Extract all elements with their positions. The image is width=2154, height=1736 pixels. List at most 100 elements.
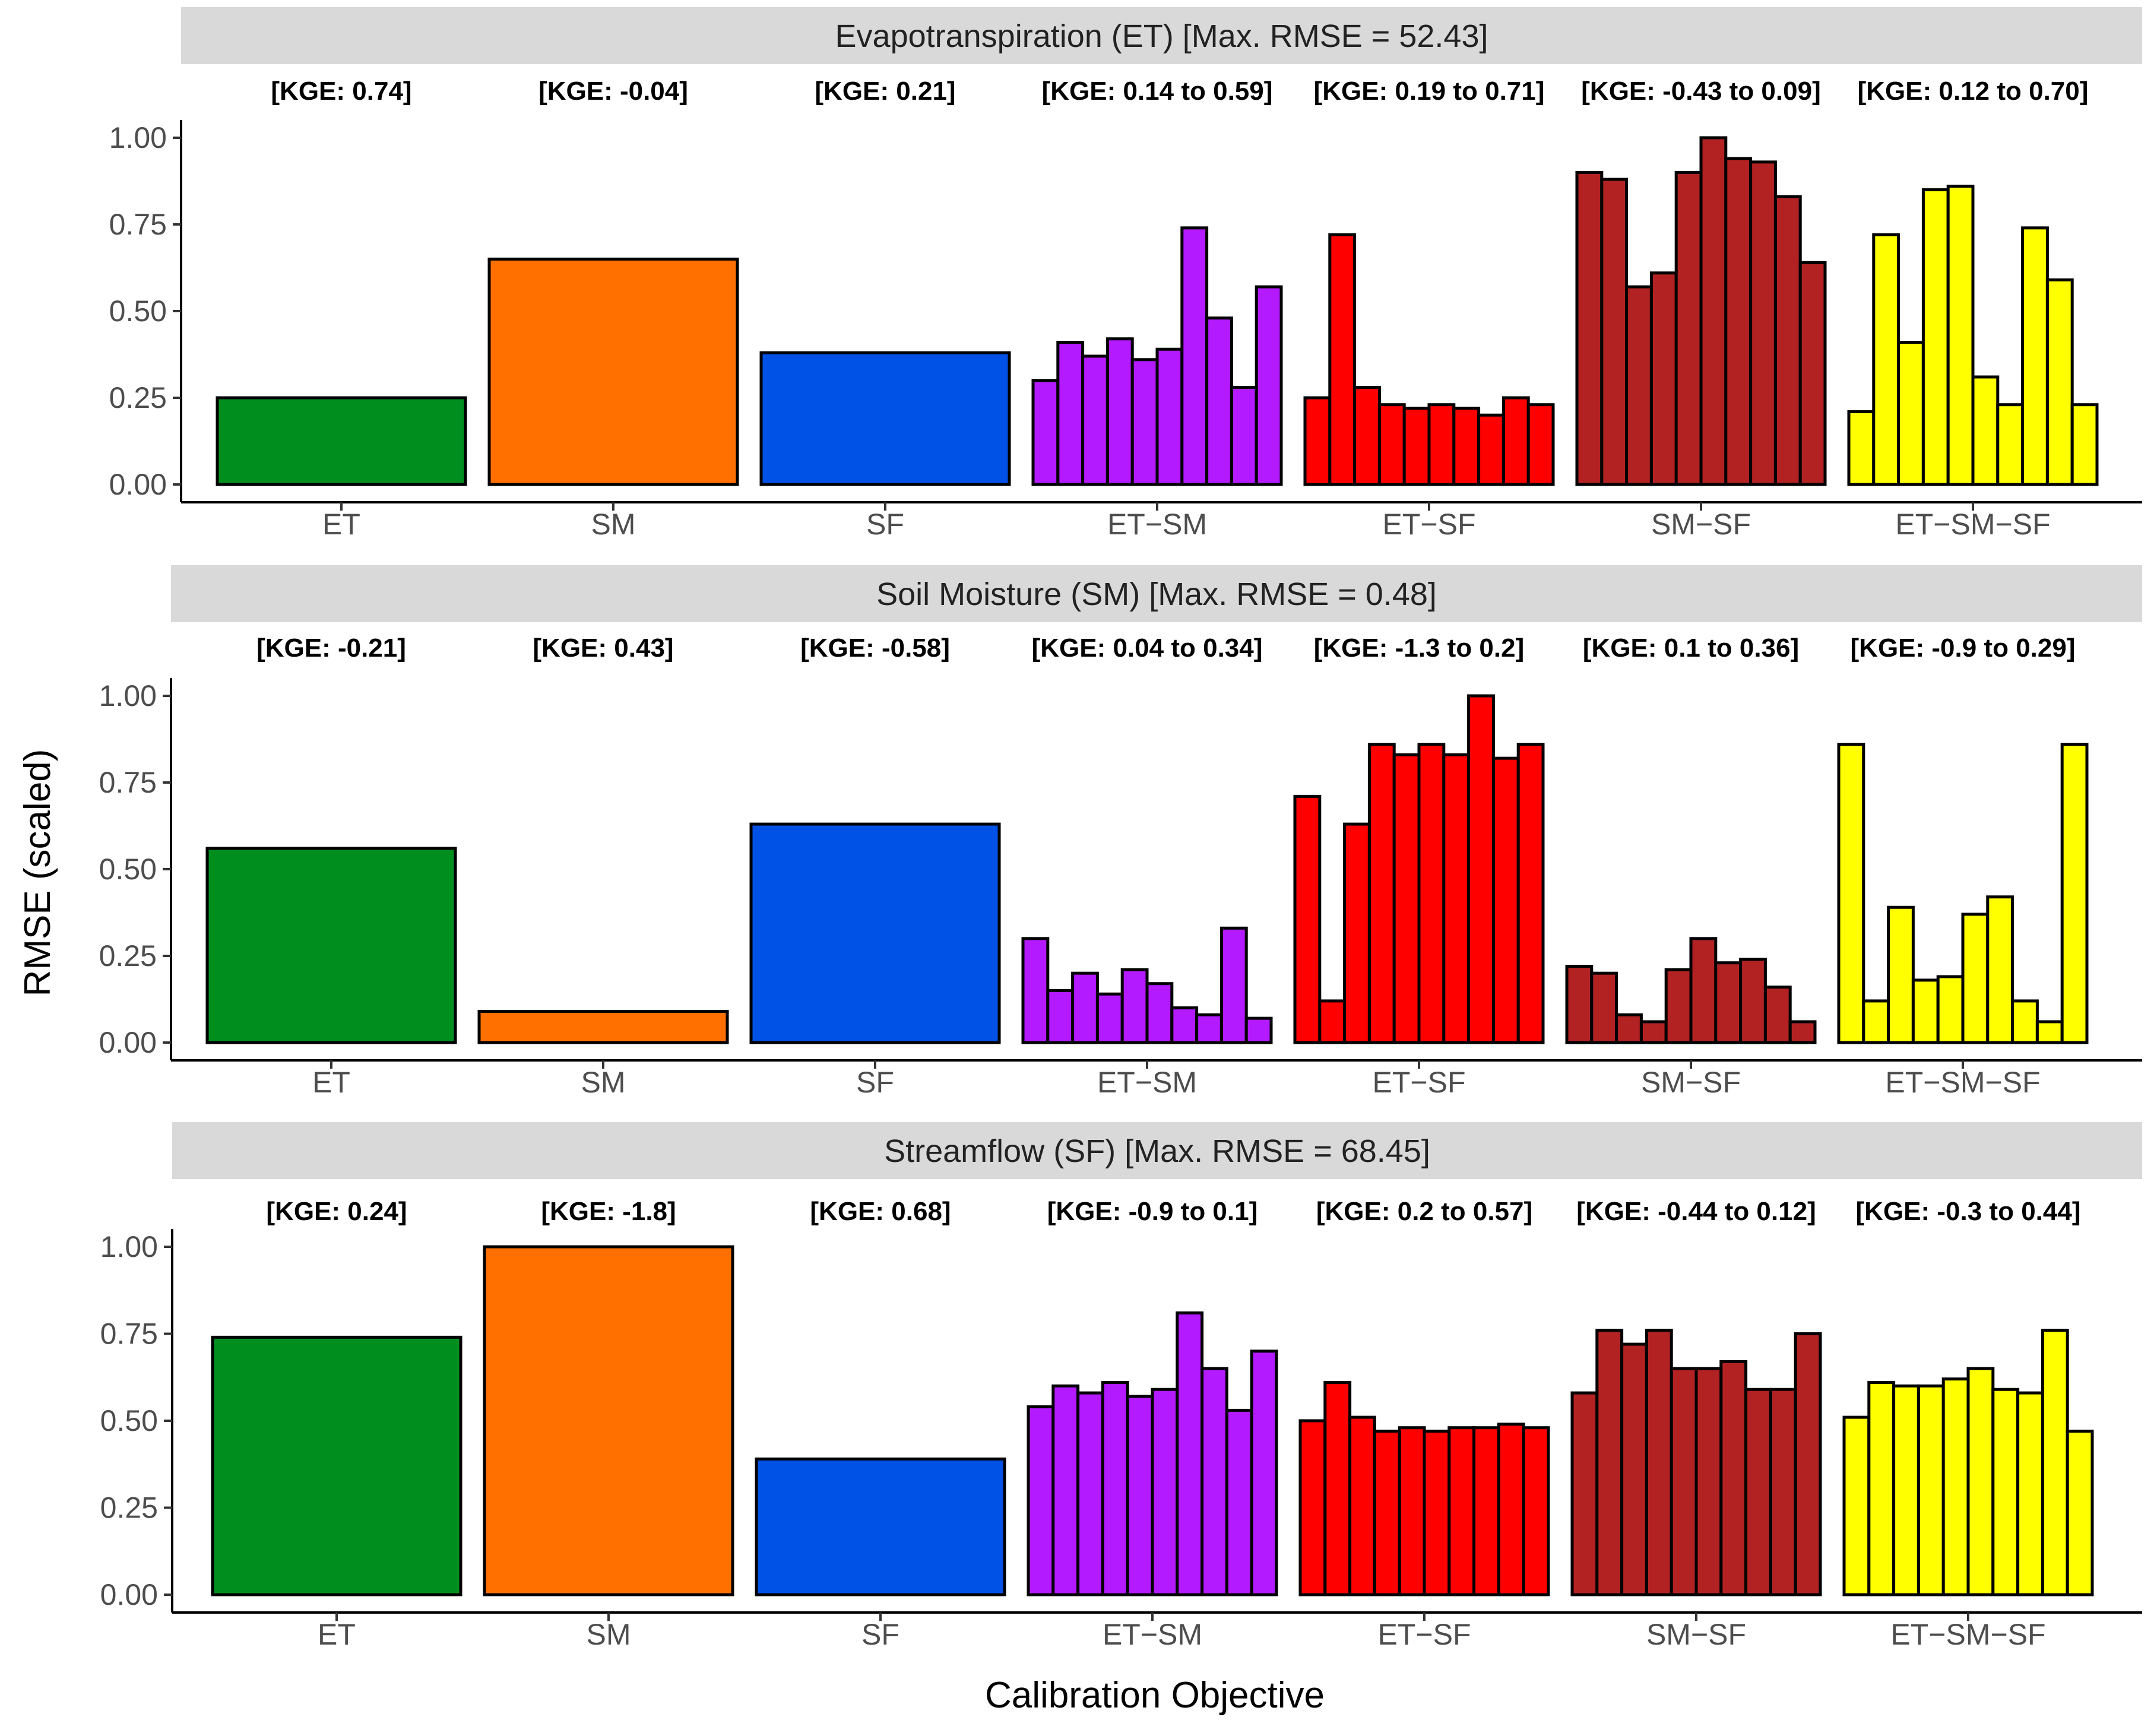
- bar-sm-sf-9: [1773, 195, 1802, 486]
- kge-annotation-sm: [KGE: -1.8]: [541, 1197, 676, 1226]
- bar-et-sm-7: [1180, 226, 1209, 486]
- bar-et-sm-sf-1: [1842, 1415, 1871, 1596]
- bar-et-sm-sf-2: [1867, 1381, 1896, 1596]
- bar-et-sf-10: [1516, 743, 1545, 1044]
- bar-et-sm-8: [1200, 1367, 1228, 1596]
- bar-et-sf-5: [1402, 407, 1431, 486]
- bar-et-sf-2: [1323, 1381, 1352, 1596]
- bar-et-sm-sf-9: [2035, 1020, 2064, 1044]
- bar-sm-sf-2: [1590, 971, 1618, 1044]
- x-tick-label-et-sm-sf: ET−SM−SF: [1885, 1066, 2040, 1099]
- bar-sm-sf-3: [1625, 285, 1653, 486]
- x-tick-label-et-sf: ET−SF: [1378, 1618, 1471, 1651]
- bar-sm-sf-3: [1620, 1342, 1648, 1596]
- bar-sm-sf-5: [1670, 1367, 1698, 1596]
- bar-et-sm-sf-8: [2011, 999, 2039, 1044]
- bar-et-sm-sf-10: [2066, 1430, 2094, 1596]
- bar-et-sm-sf-10: [2070, 403, 2099, 486]
- bar-et-sm-6: [1155, 347, 1184, 486]
- bar-sf-1: [755, 1457, 1006, 1596]
- x-tick-label-sm-sf: SM−SF: [1646, 1618, 1746, 1651]
- bar-sm-sf-2: [1600, 178, 1629, 486]
- y-axis-title: RMSE (scaled): [17, 749, 58, 997]
- x-tick-label-sm-sf: SM−SF: [1641, 1066, 1741, 1099]
- bar-et-1: [216, 396, 467, 486]
- kge-annotation-sm-sf: [KGE: 0.1 to 0.36]: [1583, 633, 1799, 663]
- bar-sm-sf-3: [1615, 1013, 1643, 1044]
- bar-et-sm-8: [1205, 316, 1233, 486]
- panel-title: Soil Moisture (SM) [Max. RMSE = 0.48]: [876, 576, 1437, 612]
- x-tick-label-et-sm: ET−SM: [1103, 1618, 1202, 1651]
- panel-title: Streamflow (SF) [Max. RMSE = 68.45]: [884, 1133, 1430, 1169]
- bar-sm-sf-4: [1639, 1020, 1668, 1044]
- bar-sm-sf-1: [1565, 965, 1594, 1044]
- bar-sf-1: [749, 822, 1001, 1044]
- y-tick-label: 0.75: [99, 766, 157, 799]
- x-tick-label-et-sf: ET−SF: [1373, 1066, 1466, 1099]
- y-tick-label: 0.00: [99, 1026, 157, 1059]
- bar-sm-sf-8: [1749, 160, 1777, 486]
- bar-et-sf-4: [1377, 403, 1406, 486]
- x-tick-label-et-sm: ET−SM: [1097, 1066, 1197, 1099]
- x-tick-label-sm: SM: [591, 508, 636, 541]
- x-tick-label-sf: SF: [861, 1618, 899, 1651]
- bar-et-sf-6: [1417, 743, 1446, 1044]
- bar-et-sf-3: [1343, 822, 1371, 1044]
- y-tick-label: 0.50: [100, 1404, 158, 1437]
- bar-sm-sf-7: [1719, 1360, 1748, 1596]
- x-tick-label-sm-sf: SM−SF: [1651, 508, 1751, 541]
- bar-et-sm-sf-4: [1911, 978, 1940, 1044]
- bar-et-sf-9: [1497, 1423, 1525, 1596]
- bar-sm-sf-10: [1788, 1020, 1817, 1044]
- bar-et-sm-sf-9: [2041, 1329, 2069, 1596]
- bar-et-sm-5: [1130, 358, 1159, 486]
- bar-et-sf-7: [1452, 407, 1481, 486]
- bar-et-sm-1: [1027, 1405, 1055, 1596]
- bar-sm-sf-1: [1570, 1391, 1599, 1596]
- bar-et-sm-sf-1: [1847, 410, 1876, 486]
- bar-sm-sf-8: [1744, 1387, 1772, 1596]
- panel-strip-background: [181, 7, 2142, 64]
- bar-sm-1: [477, 1009, 729, 1044]
- bar-sf-1: [759, 351, 1011, 486]
- bar-sm-sf-6: [1694, 1367, 1723, 1596]
- bar-et-sf-10: [1526, 403, 1555, 486]
- kge-annotation-et-sm: [KGE: 0.14 to 0.59]: [1042, 77, 1273, 106]
- bar-et-sm-sf-7: [1991, 1387, 2020, 1596]
- bar-sm-sf-4: [1645, 1329, 1673, 1596]
- bar-sm-sf-10: [1798, 261, 1827, 486]
- bar-sm-1: [487, 257, 739, 486]
- x-tick-label-et-sm-sf: ET−SM−SF: [1895, 508, 2050, 541]
- y-tick-label: 1.00: [109, 121, 167, 154]
- bar-et-sf-9: [1491, 756, 1520, 1044]
- bar-et-sm-1: [1021, 937, 1050, 1044]
- x-tick-label-sf: SF: [856, 1066, 894, 1099]
- bar-et-sm-sf-3: [1892, 1384, 1920, 1596]
- bar-sm-sf-5: [1674, 170, 1703, 486]
- y-tick-label: 0.25: [99, 939, 157, 972]
- kge-annotation-sm: [KGE: 0.43]: [533, 633, 673, 663]
- panel-title: Evapotranspiration (ET) [Max. RMSE = 52.…: [835, 18, 1488, 54]
- bar-et-sf-7: [1447, 1426, 1476, 1596]
- bar-sm-sf-6: [1699, 136, 1728, 486]
- bar-et-sm-9: [1219, 926, 1248, 1044]
- bar-et-sm-9: [1225, 1408, 1253, 1596]
- bar-et-sf-8: [1467, 694, 1495, 1044]
- bar-et-sm-7: [1170, 1006, 1199, 1044]
- bar-sm-sf-5: [1664, 968, 1693, 1044]
- kge-annotation-et-sm: [KGE: -0.9 to 0.1]: [1047, 1197, 1258, 1226]
- bar-et-sf-6: [1423, 1430, 1451, 1596]
- bar-et-sm-sf-8: [2016, 1391, 2044, 1596]
- y-tick-label: 0.75: [109, 208, 167, 241]
- bar-et-sm-3: [1071, 971, 1099, 1044]
- bar-et-sm-sf-5: [1946, 185, 1975, 486]
- bar-et-sm-4: [1105, 337, 1134, 486]
- bar-et-sm-sf-1: [1837, 743, 1865, 1044]
- x-tick-label-et-sf: ET−SF: [1383, 508, 1476, 541]
- bar-sm-sf-6: [1689, 937, 1718, 1044]
- bar-et-sm-sf-8: [2021, 226, 2049, 486]
- kge-annotation-sf: [KGE: 0.68]: [810, 1197, 951, 1226]
- bar-et-sm-6: [1151, 1387, 1179, 1596]
- bar-et-sf-3: [1353, 385, 1381, 486]
